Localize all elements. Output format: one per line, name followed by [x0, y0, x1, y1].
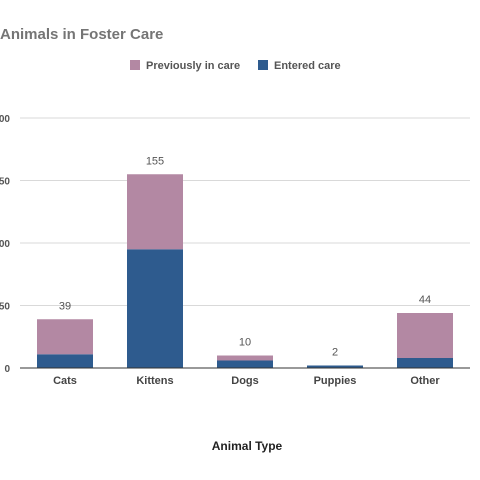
total-data-label: 2 [332, 347, 338, 359]
legend-swatch [258, 60, 268, 70]
legend: Previously in care Entered care [130, 60, 341, 72]
data-labels: 39 155 10 2 44 [59, 155, 431, 358]
x-category-label: Puppies [314, 375, 357, 387]
total-data-label: 39 [59, 300, 71, 312]
bar-entered-care-dogs [217, 360, 273, 368]
legend-label: Previously in care [146, 60, 240, 72]
bar-entered-care-cats [37, 354, 93, 368]
y-tick-label: 200 [0, 114, 10, 125]
y-tick-label: 150 [0, 177, 10, 188]
x-axis-categories: Cats Kittens Dogs Puppies Other [53, 375, 440, 387]
bar-previously-in-care-kittens [127, 174, 183, 250]
y-tick-label: 100 [0, 239, 10, 250]
bar-entered-care-puppies [307, 365, 363, 368]
x-category-label: Kittens [136, 375, 173, 387]
bar-previously-in-care-dogs [217, 355, 273, 361]
bar-previously-in-care-cats [37, 319, 93, 355]
y-tick-label: 50 [0, 302, 10, 313]
total-data-label: 155 [146, 155, 164, 167]
legend-swatch [130, 60, 140, 70]
total-data-label: 10 [239, 337, 251, 349]
y-axis-ticks: 0 50 100 150 200 [0, 114, 10, 375]
gridlines [20, 117, 470, 306]
y-tick-label: 0 [4, 364, 10, 375]
x-category-label: Other [410, 375, 440, 387]
bars [37, 174, 453, 368]
bar-entered-care-other [397, 358, 453, 368]
bar-entered-care-kittens [127, 249, 183, 368]
x-category-label: Dogs [231, 375, 259, 387]
chart-title: Animals in Foster Care [0, 26, 163, 43]
legend-label: Entered care [274, 60, 341, 72]
x-category-label: Cats [53, 375, 77, 387]
total-data-label: 44 [419, 294, 431, 306]
x-axis-title: Animal Type [212, 439, 283, 453]
bar-previously-in-care-other [397, 313, 453, 358]
